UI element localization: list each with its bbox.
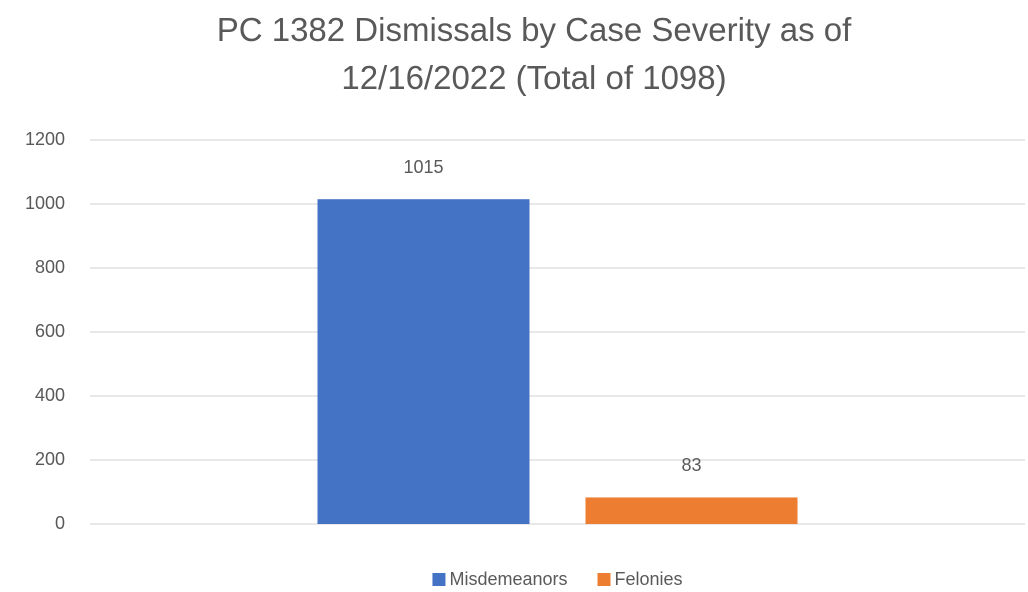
legend-swatch bbox=[597, 573, 611, 586]
y-tick-label: 600 bbox=[35, 321, 65, 341]
y-tick-label: 400 bbox=[35, 385, 65, 405]
bar bbox=[317, 199, 530, 524]
data-label: 1015 bbox=[403, 157, 443, 177]
legend-label: Felonies bbox=[615, 569, 683, 589]
chart-title: PC 1382 Dismissals by Case Severity as o… bbox=[216, 11, 852, 96]
bar bbox=[585, 497, 798, 524]
data-label: 83 bbox=[681, 455, 701, 475]
y-tick-label: 200 bbox=[35, 449, 65, 469]
y-tick-label: 1200 bbox=[25, 129, 65, 149]
legend-swatch bbox=[432, 573, 446, 586]
legend-label: Misdemeanors bbox=[449, 569, 567, 589]
y-tick-label: 1000 bbox=[25, 193, 65, 213]
y-tick-label: 0 bbox=[55, 513, 65, 533]
legend-item: Misdemeanors bbox=[432, 569, 568, 589]
y-tick-label: 800 bbox=[35, 257, 65, 277]
legend-item: Felonies bbox=[597, 569, 683, 589]
